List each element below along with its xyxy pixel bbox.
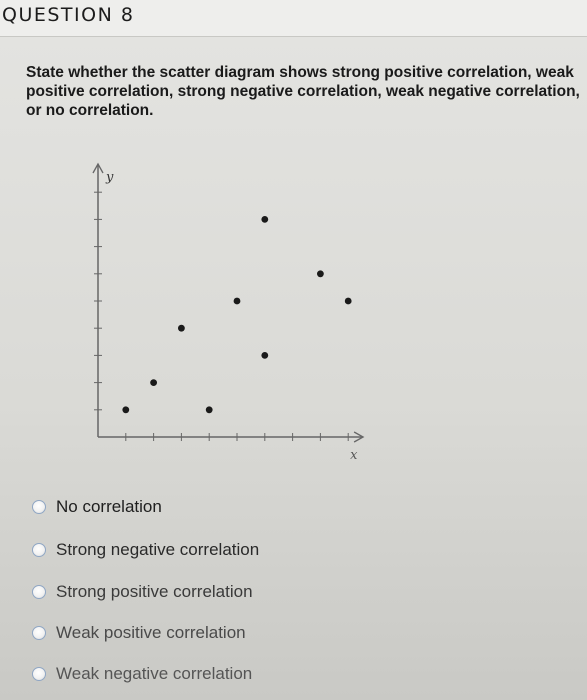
option-label: Strong negative correlation <box>56 540 260 559</box>
data-point <box>122 406 130 414</box>
radio-icon[interactable] <box>32 543 46 557</box>
option-label: No correlation <box>56 497 162 516</box>
x-axis-arrow-icon <box>353 431 365 443</box>
option-weak-negative-correlation[interactable]: Weak negative correlation <box>32 661 252 687</box>
data-point <box>261 352 269 359</box>
option-label: Weak negative correlation <box>56 664 253 683</box>
data-point <box>261 216 269 223</box>
option-label: Strong positive correlation <box>56 582 253 601</box>
chart-points <box>122 216 352 414</box>
option-weak-positive-correlation[interactable]: Weak positive correlation <box>32 620 246 646</box>
radio-icon[interactable] <box>32 585 46 599</box>
data-point <box>344 297 352 305</box>
question-header: QUESTION 8 <box>0 0 587 37</box>
data-point <box>178 324 185 332</box>
data-point <box>233 297 241 305</box>
data-point <box>150 379 158 386</box>
x-axis-label: x <box>350 448 358 463</box>
question-title: QUESTION 8 <box>2 4 135 26</box>
chart-axes: xy <box>92 162 365 463</box>
radio-icon[interactable] <box>32 500 46 514</box>
option-strong-negative-correlation[interactable]: Strong negative correlation <box>32 537 259 563</box>
option-strong-positive-correlation[interactable]: Strong positive correlation <box>32 579 253 605</box>
data-point <box>317 270 324 278</box>
y-axis-label: y <box>105 170 114 185</box>
option-label: Weak positive correlation <box>56 623 246 642</box>
radio-icon[interactable] <box>32 667 46 681</box>
option-no-correlation[interactable]: No correlation <box>32 494 162 520</box>
question-prompt: State whether the scatter diagram shows … <box>26 64 580 119</box>
radio-icon[interactable] <box>32 626 46 640</box>
data-point <box>205 406 213 414</box>
y-axis-arrow-icon <box>92 162 104 174</box>
